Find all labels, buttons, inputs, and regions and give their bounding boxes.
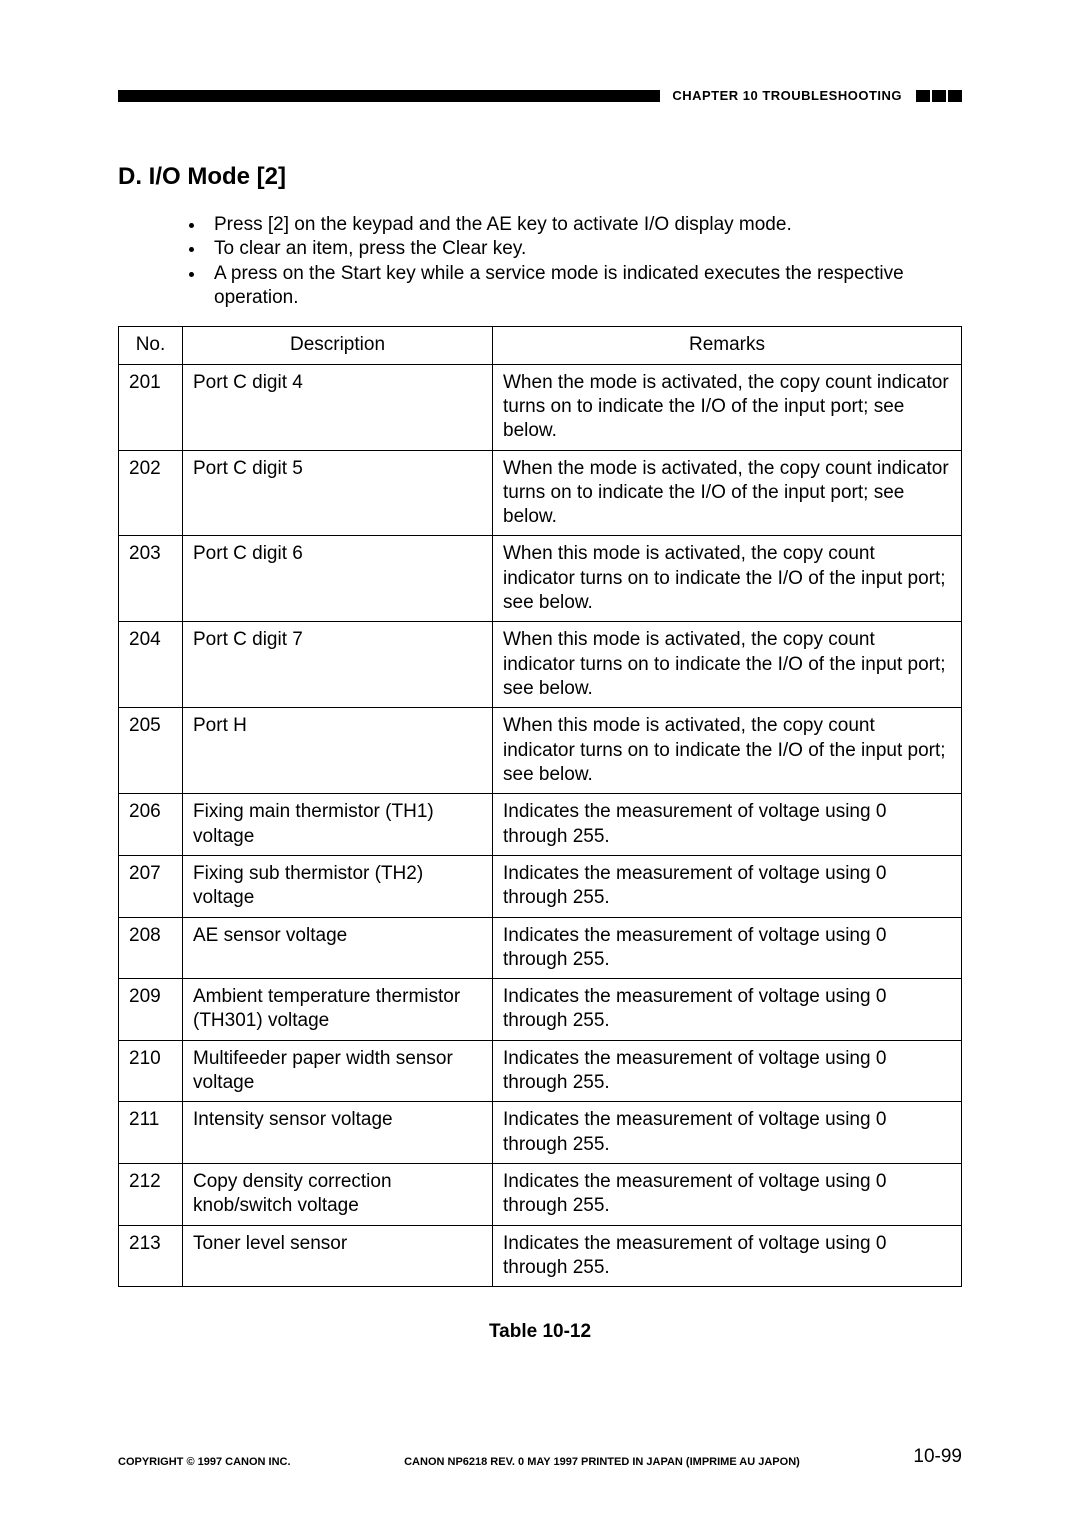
col-header-description: Description: [183, 327, 493, 364]
cell-description: Toner level sensor: [183, 1225, 493, 1287]
page-header: CHAPTER 10 TROUBLESHOOTING: [118, 88, 962, 103]
cell-description: Ambient temperature thermistor (TH301) v…: [183, 979, 493, 1041]
col-header-no: No.: [119, 327, 183, 364]
cell-description: Port H: [183, 708, 493, 794]
cell-remarks: Indicates the measurement of voltage usi…: [493, 979, 962, 1041]
table-caption: Table 10-12: [118, 1321, 962, 1343]
cell-remarks: Indicates the measurement of voltage usi…: [493, 917, 962, 979]
cell-remarks: Indicates the measurement of voltage usi…: [493, 1225, 962, 1287]
cell-no: 212: [119, 1164, 183, 1226]
square-icon: [916, 90, 930, 102]
table-row: 203Port C digit 6When this mode is activ…: [119, 536, 962, 622]
table-row: 209Ambient temperature thermistor (TH301…: [119, 979, 962, 1041]
square-icon: [948, 90, 962, 102]
cell-remarks: Indicates the measurement of voltage usi…: [493, 794, 962, 856]
square-icon: [932, 90, 946, 102]
table-row: 201Port C digit 4When the mode is activa…: [119, 364, 962, 450]
table-body: 201Port C digit 4When the mode is activa…: [119, 364, 962, 1287]
cell-no: 204: [119, 622, 183, 708]
cell-no: 202: [119, 450, 183, 536]
list-item: A press on the Start key while a service…: [206, 262, 952, 311]
cell-no: 201: [119, 364, 183, 450]
cell-description: AE sensor voltage: [183, 917, 493, 979]
instruction-list: Press [2] on the keypad and the AE key t…: [182, 213, 952, 310]
cell-no: 213: [119, 1225, 183, 1287]
cell-no: 208: [119, 917, 183, 979]
table-row: 213Toner level sensorIndicates the measu…: [119, 1225, 962, 1287]
cell-remarks: When the mode is activated, the copy cou…: [493, 364, 962, 450]
list-item: To clear an item, press the Clear key.: [206, 237, 952, 261]
table-row: 207Fixing sub thermistor (TH2) voltageIn…: [119, 855, 962, 917]
table-row: 205Port HWhen this mode is activated, th…: [119, 708, 962, 794]
cell-description: Multifeeder paper width sensor voltage: [183, 1040, 493, 1102]
cell-remarks: Indicates the measurement of voltage usi…: [493, 1040, 962, 1102]
cell-no: 211: [119, 1102, 183, 1164]
document-page: CHAPTER 10 TROUBLESHOOTING D. I/O Mode […: [0, 0, 1080, 1403]
header-squares-icon: [914, 90, 962, 102]
col-header-remarks: Remarks: [493, 327, 962, 364]
cell-remarks: Indicates the measurement of voltage usi…: [493, 855, 962, 917]
table-row: 210Multifeeder paper width sensor voltag…: [119, 1040, 962, 1102]
cell-remarks: When this mode is activated, the copy co…: [493, 708, 962, 794]
list-item: Press [2] on the keypad and the AE key t…: [206, 213, 952, 237]
cell-no: 207: [119, 855, 183, 917]
table-row: 211Intensity sensor voltageIndicates the…: [119, 1102, 962, 1164]
cell-remarks: Indicates the measurement of voltage usi…: [493, 1102, 962, 1164]
table-row: 204Port C digit 7When this mode is activ…: [119, 622, 962, 708]
cell-remarks: Indicates the measurement of voltage usi…: [493, 1164, 962, 1226]
table-row: 208AE sensor voltageIndicates the measur…: [119, 917, 962, 979]
table-row: 202Port C digit 5When the mode is activa…: [119, 450, 962, 536]
io-mode-table: No. Description Remarks 201Port C digit …: [118, 326, 962, 1287]
cell-remarks: When this mode is activated, the copy co…: [493, 536, 962, 622]
cell-description: Port C digit 6: [183, 536, 493, 622]
footer-copyright: COPYRIGHT © 1997 CANON INC.: [118, 1456, 291, 1468]
header-rule-left: [118, 90, 660, 102]
section-heading: D. I/O Mode [2]: [118, 163, 962, 191]
cell-description: Fixing main thermistor (TH1) voltage: [183, 794, 493, 856]
cell-remarks: When this mode is activated, the copy co…: [493, 622, 962, 708]
cell-description: Port C digit 4: [183, 364, 493, 450]
cell-remarks: When the mode is activated, the copy cou…: [493, 450, 962, 536]
chapter-label: CHAPTER 10 TROUBLESHOOTING: [672, 88, 902, 103]
table-row: 206Fixing main thermistor (TH1) voltageI…: [119, 794, 962, 856]
cell-no: 209: [119, 979, 183, 1041]
cell-no: 203: [119, 536, 183, 622]
table-header-row: No. Description Remarks: [119, 327, 962, 364]
footer-docinfo: CANON NP6218 REV. 0 MAY 1997 PRINTED IN …: [404, 1456, 800, 1468]
cell-description: Copy density correction knob/switch volt…: [183, 1164, 493, 1226]
cell-description: Port C digit 7: [183, 622, 493, 708]
page-footer: COPYRIGHT © 1997 CANON INC. CANON NP6218…: [118, 1446, 962, 1468]
cell-description: Fixing sub thermistor (TH2) voltage: [183, 855, 493, 917]
cell-no: 210: [119, 1040, 183, 1102]
cell-no: 205: [119, 708, 183, 794]
table-row: 212Copy density correction knob/switch v…: [119, 1164, 962, 1226]
cell-description: Intensity sensor voltage: [183, 1102, 493, 1164]
cell-description: Port C digit 5: [183, 450, 493, 536]
cell-no: 206: [119, 794, 183, 856]
page-number: 10-99: [913, 1446, 962, 1468]
